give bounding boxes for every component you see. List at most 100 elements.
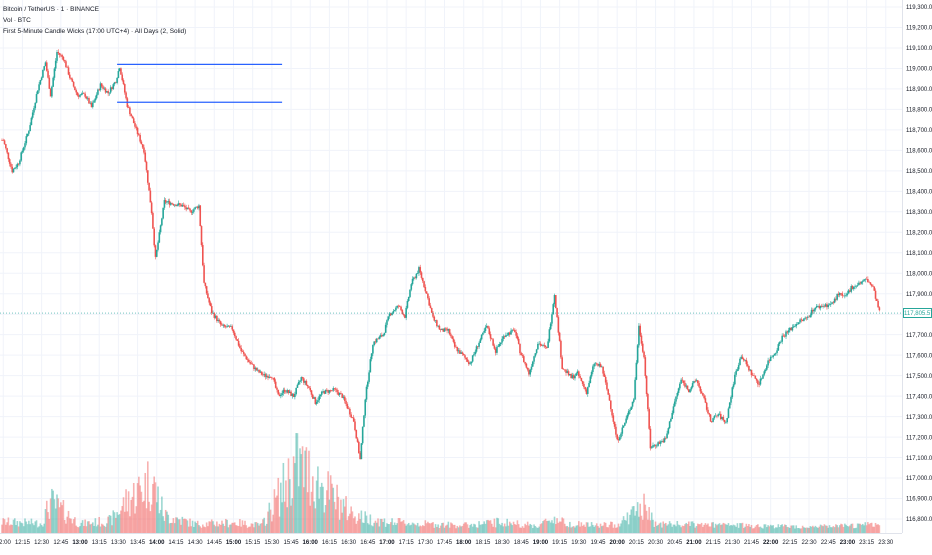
- candle-body: [409, 290, 411, 297]
- candle-body: [771, 357, 773, 358]
- candle-body: [251, 363, 253, 364]
- candle-body: [426, 291, 428, 293]
- candle-body: [203, 265, 205, 283]
- candle-body: [148, 183, 150, 191]
- candle-body: [274, 378, 276, 382]
- time-tick-label: 13:30: [111, 540, 127, 546]
- candle-body: [624, 423, 626, 426]
- candle-body: [496, 347, 498, 353]
- candle-body: [245, 356, 247, 359]
- candle-body: [639, 326, 641, 336]
- candle-body: [347, 404, 349, 408]
- price-tick-label: 118,200.00: [906, 230, 932, 236]
- candle-body: [38, 84, 40, 90]
- candle-body: [710, 414, 712, 421]
- candle-body: [144, 153, 146, 162]
- candle-body: [40, 80, 42, 84]
- candle-body: [717, 415, 719, 416]
- candle-body: [307, 385, 309, 386]
- price-tick-label: 118,600.00: [906, 149, 932, 155]
- candle-body: [735, 371, 737, 375]
- candle-body: [69, 75, 71, 78]
- candle-body: [160, 225, 162, 232]
- candle-body: [152, 213, 154, 229]
- candle-body: [340, 393, 342, 394]
- time-tick-label: 14:00: [149, 540, 165, 546]
- candle-body: [829, 305, 831, 306]
- candle-body: [92, 103, 94, 107]
- wick-lines-layer[interactable]: [0, 64, 902, 313]
- price-tick-label: 117,400.00: [906, 394, 932, 400]
- price-tick-label: 118,400.00: [906, 190, 932, 196]
- candle-body: [587, 387, 589, 394]
- candle-body: [697, 380, 699, 383]
- time-tick-label: 23:00: [840, 540, 856, 546]
- candle-body: [879, 307, 881, 310]
- chart-legend: Bitcoin / TetherUS · 1 · BINANCE Vol · B…: [3, 4, 186, 37]
- candle-body: [233, 329, 235, 332]
- candle-body: [371, 354, 373, 360]
- volume-legend[interactable]: Vol · BTC: [3, 15, 186, 26]
- candle-body: [394, 310, 396, 311]
- candle-body: [647, 394, 649, 409]
- candle-body: [733, 384, 735, 387]
- candle-body: [738, 365, 740, 369]
- time-tick-label: 23:30: [878, 540, 894, 546]
- candle-body: [487, 326, 489, 328]
- candle-body: [607, 389, 609, 394]
- candle-body: [284, 390, 286, 392]
- candle-body: [150, 191, 152, 203]
- candle-body: [320, 395, 322, 396]
- candle-body: [463, 354, 465, 355]
- candle-body: [625, 419, 627, 423]
- candle-body: [547, 341, 549, 347]
- price-tick-label: 117,500.00: [906, 374, 932, 380]
- candle-body: [602, 367, 604, 374]
- candle-body: [794, 326, 796, 327]
- price-tick-label: 118,500.00: [906, 169, 932, 175]
- price-tick-label: 117,200.00: [906, 435, 932, 441]
- candle-body: [480, 339, 482, 343]
- candle-body: [77, 92, 79, 95]
- candle-body: [665, 438, 667, 439]
- candle-body: [201, 226, 203, 245]
- candle-body: [645, 357, 647, 376]
- candle-body: [9, 159, 11, 164]
- time-tick-label: 21:00: [686, 540, 702, 546]
- candle-body: [526, 364, 528, 368]
- indicator-legend[interactable]: First 5-Minute Candle Wicks (17:00 UTC+4…: [3, 26, 186, 37]
- candle-body: [135, 127, 137, 128]
- price-tick-label: 116,800.00: [906, 517, 932, 523]
- candle-body: [676, 393, 678, 397]
- candle-body: [306, 381, 308, 385]
- candle-body: [367, 382, 369, 387]
- candle-body: [309, 388, 311, 390]
- candle-body: [454, 342, 456, 347]
- candle-body: [70, 78, 72, 79]
- candle-body: [51, 87, 53, 97]
- candle-body: [622, 428, 624, 434]
- candle-body: [574, 376, 576, 378]
- candle-body: [244, 354, 246, 356]
- candle-body: [520, 353, 522, 355]
- candle-body: [467, 359, 469, 361]
- candle-body: [139, 135, 141, 142]
- candle-body: [737, 369, 739, 370]
- candle-body: [593, 364, 595, 366]
- candle-body: [96, 95, 98, 99]
- symbol-title[interactable]: Bitcoin / TetherUS · 1 · BINANCE: [3, 4, 186, 15]
- candle-body: [387, 316, 389, 320]
- candle-body: [395, 308, 397, 311]
- candle-body: [712, 418, 714, 422]
- candle-body: [673, 406, 675, 413]
- candle-body: [674, 402, 676, 407]
- candle-body: [31, 118, 33, 125]
- time-axis[interactable]: 12:0012:1512:3012:4513:0013:1513:3013:45…: [0, 534, 902, 547]
- candle-body: [551, 314, 553, 323]
- candle-body: [770, 357, 772, 361]
- candle-body: [853, 287, 855, 289]
- price-axis[interactable]: 119,300.00119,200.00119,100.00119,000.00…: [903, 0, 932, 533]
- candle-body: [95, 98, 97, 100]
